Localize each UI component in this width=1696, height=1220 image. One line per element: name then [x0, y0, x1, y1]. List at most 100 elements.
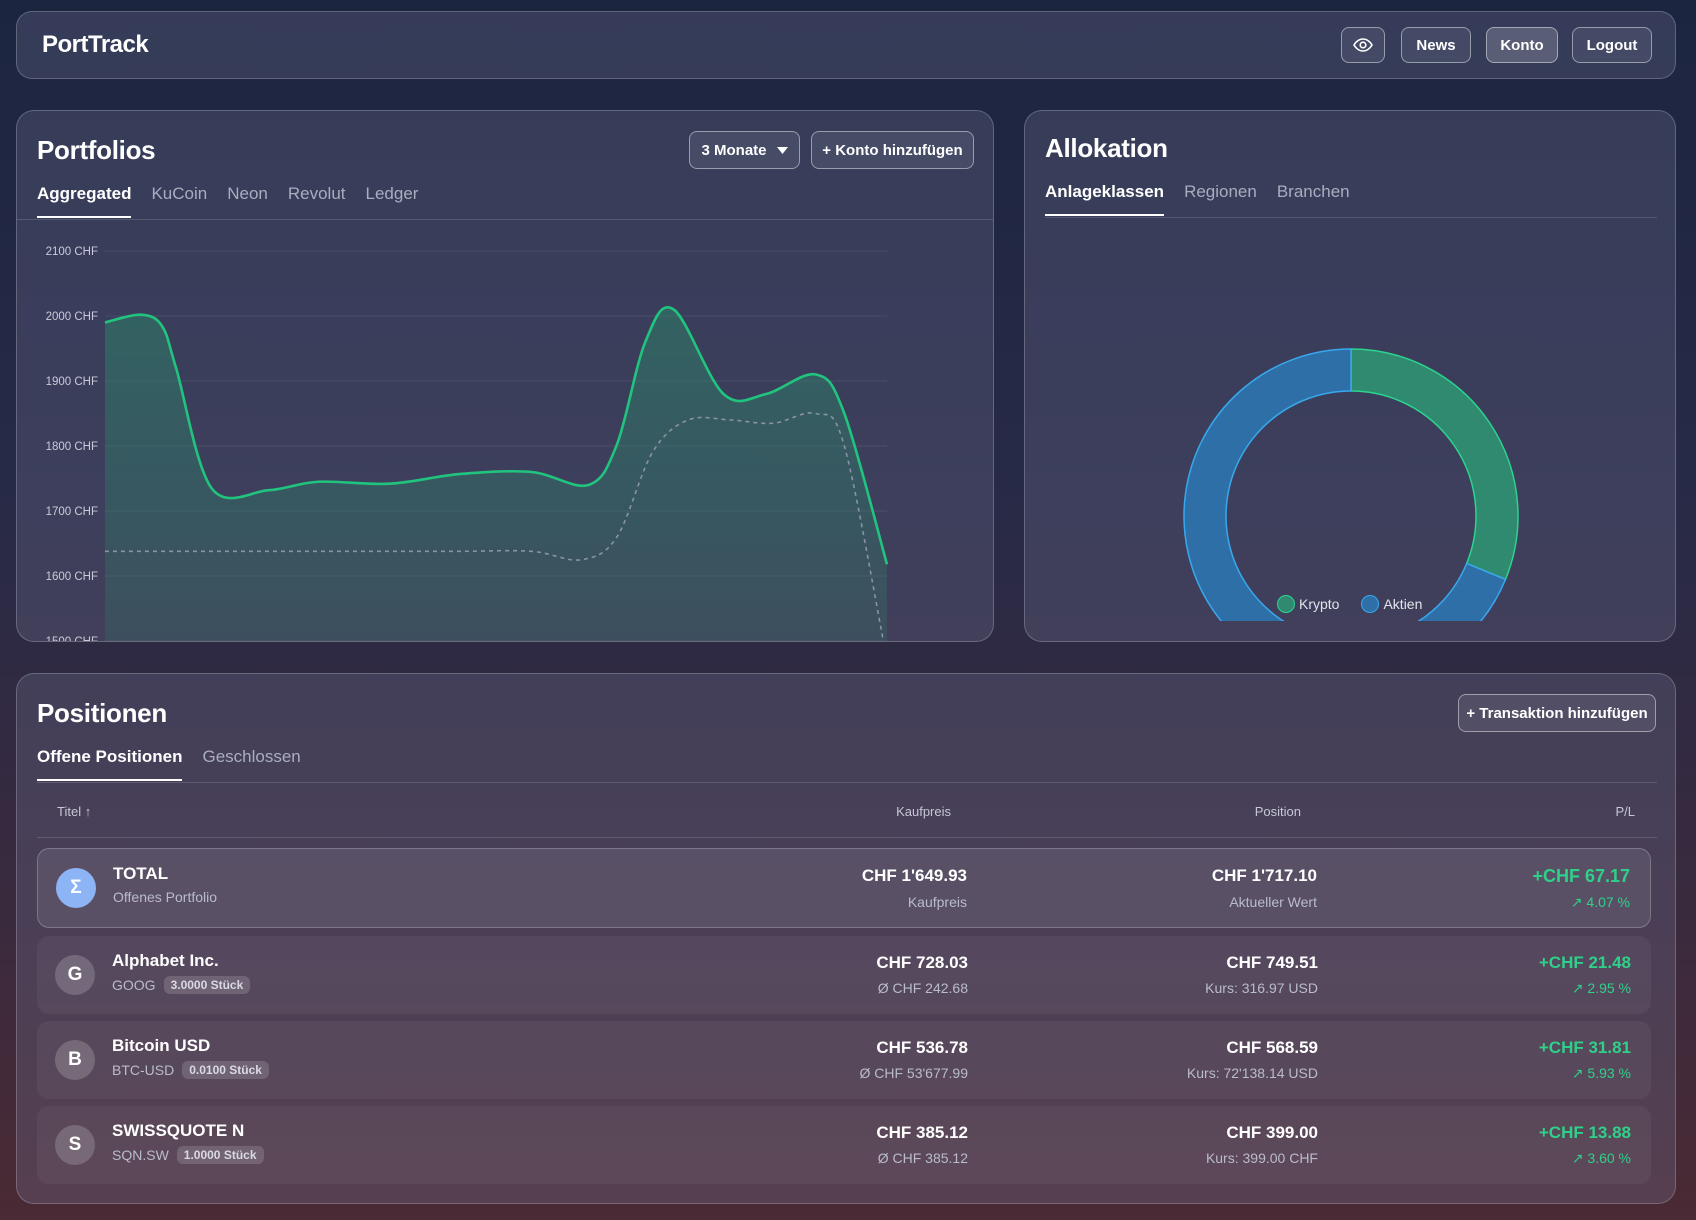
- tab-revolut[interactable]: Revolut: [287, 184, 346, 203]
- total-buy-sub: Kaufpreis: [907, 894, 967, 910]
- allocation-title: Allokation: [1045, 133, 1168, 163]
- position-pl-pct: ↗ 2.95 %: [1571, 980, 1631, 996]
- position-avatar: S: [55, 1125, 95, 1165]
- portfolio-tabs: Aggregated KuCoin Neon Revolut Ledger: [37, 184, 418, 218]
- legend-swatch-krypto: [1277, 595, 1295, 613]
- range-select-value: 3 Monate: [701, 141, 767, 159]
- position-value-sub: Kurs: 72'138.14 USD: [1186, 1065, 1318, 1081]
- column-header-position[interactable]: Position: [1254, 804, 1301, 819]
- positions-panel: Positionen + Transaktion hinzufügen Offe…: [16, 673, 1676, 1204]
- tab-aggregated[interactable]: Aggregated: [37, 184, 132, 218]
- y-tick-label: 1600 CHF: [46, 571, 98, 583]
- position-name: Alphabet Inc.: [112, 951, 219, 970]
- y-tick-label: 1500 CHF: [46, 636, 98, 641]
- total-pl: +CHF 67.17: [1532, 866, 1630, 886]
- table-header-divider: [37, 837, 1657, 838]
- quantity-badge: 3.0000 Stück: [163, 976, 251, 994]
- series-area-fill: [105, 307, 887, 641]
- legend-item-krypto[interactable]: Krypto: [1277, 595, 1339, 613]
- positions-tabs-divider: [37, 782, 1657, 783]
- position-value: CHF 568.59: [1226, 1038, 1318, 1057]
- position-ticker: BTC-USD: [112, 1062, 175, 1078]
- position-sub: SQN.SW 1.0000 Stück: [112, 1146, 264, 1164]
- position-sub: GOOG 3.0000 Stück: [112, 976, 251, 994]
- position-pl: +CHF 21.48: [1538, 953, 1631, 972]
- position-buy: CHF 728.03: [876, 953, 968, 972]
- position-name: SWISSQUOTE N: [112, 1121, 245, 1140]
- news-button[interactable]: News: [1401, 27, 1471, 63]
- position-buy: CHF 536.78: [876, 1038, 968, 1057]
- y-tick-label: 2000 CHF: [46, 311, 98, 323]
- position-buy: CHF 385.12: [876, 1123, 968, 1142]
- position-ticker: GOOG: [112, 977, 156, 993]
- konto-button[interactable]: Konto: [1486, 27, 1558, 63]
- sigma-icon: Σ: [56, 868, 96, 908]
- column-header-pl[interactable]: P/L: [1615, 804, 1635, 819]
- position-name: Bitcoin USD: [112, 1036, 211, 1055]
- tab-offene-positionen[interactable]: Offene Positionen: [37, 747, 183, 781]
- allocation-tabs: Anlageklassen Regionen Branchen: [1045, 182, 1350, 216]
- quantity-badge: 1.0000 Stück: [176, 1146, 264, 1164]
- invested-series-line: [105, 411, 885, 641]
- y-tick-label: 1800 CHF: [46, 441, 98, 453]
- top-bar: PortTrack News Konto Logout: [16, 11, 1676, 79]
- position-value: CHF 749.51: [1226, 953, 1318, 972]
- total-sub-label: Offenes Portfolio: [113, 889, 218, 905]
- position-avatar: B: [55, 1040, 95, 1080]
- positions-tabs: Offene Positionen Geschlossen: [37, 747, 301, 781]
- position-value: CHF 399.00: [1226, 1123, 1318, 1142]
- tab-neon[interactable]: Neon: [227, 184, 268, 203]
- total-name: TOTAL: [113, 864, 169, 883]
- logout-button[interactable]: Logout: [1572, 27, 1652, 63]
- total-row[interactable]: Σ TOTAL Offenes Portfolio CHF 1'649.93 K…: [37, 848, 1651, 928]
- allocation-panel: Allokation Anlageklassen Regionen Branch…: [1024, 110, 1676, 642]
- portfolio-value-chart: 2100 CHF 2000 CHF 1900 CHF 1800 CHF 1700 CHF…: [46, 246, 889, 641]
- donut-slice-krypto[interactable]: [1350, 348, 1519, 581]
- total-position-sub: Aktueller Wert: [1229, 894, 1317, 910]
- add-transaction-button[interactable]: + Transaktion hinzufügen: [1458, 694, 1656, 732]
- position-pl-pct: ↗ 5.93 %: [1571, 1065, 1631, 1081]
- tab-branchen[interactable]: Branchen: [1276, 182, 1350, 201]
- legend-item-aktien[interactable]: Aktien: [1361, 595, 1422, 613]
- quantity-badge: 0.0100 Stück: [182, 1061, 269, 1079]
- portfolios-title: Portfolios: [37, 135, 156, 165]
- donut-slice-aktien[interactable]: [1183, 348, 1507, 621]
- privacy-toggle-button[interactable]: [1341, 27, 1385, 63]
- add-account-button[interactable]: + Konto hinzufügen: [811, 131, 974, 169]
- table-row[interactable]: S SWISSQUOTE N SQN.SW 1.0000 Stück CHF 38…: [37, 1106, 1651, 1184]
- position-pl: +CHF 31.81: [1538, 1038, 1631, 1057]
- total-position: CHF 1'717.10: [1211, 866, 1317, 885]
- legend-label-krypto: Krypto: [1299, 596, 1340, 612]
- allocation-donut-chart: [1183, 348, 1519, 621]
- positions-title: Positionen: [37, 698, 167, 728]
- table-row[interactable]: G Alphabet Inc. GOOG 3.0000 Stück CHF 728…: [37, 936, 1651, 1014]
- tab-geschlossen[interactable]: Geschlossen: [202, 747, 301, 766]
- tab-anlageklassen[interactable]: Anlageklassen: [1045, 182, 1165, 216]
- column-header-kaufpreis[interactable]: Kaufpreis: [896, 804, 951, 819]
- table-row[interactable]: B Bitcoin USD BTC-USD 0.0100 Stück CHF 53…: [37, 1021, 1651, 1099]
- position-ticker: SQN.SW: [112, 1147, 169, 1163]
- eye-icon: [1353, 38, 1373, 52]
- position-buy-sub: Ø CHF 242.68: [877, 980, 968, 996]
- tab-ledger[interactable]: Ledger: [365, 184, 419, 203]
- allocation-legend: Krypto Aktien: [1277, 595, 1422, 613]
- total-sub: Offenes Portfolio: [113, 889, 217, 905]
- tab-regionen[interactable]: Regionen: [1184, 182, 1257, 201]
- caret-down-icon: [776, 146, 788, 154]
- position-buy-sub: Ø CHF 53'677.99: [859, 1065, 968, 1081]
- allocation-tabs-divider: [1045, 217, 1657, 218]
- legend-label-aktien: Aktien: [1383, 596, 1423, 612]
- tab-kucoin[interactable]: KuCoin: [151, 184, 208, 203]
- position-value-sub: Kurs: 316.97 USD: [1205, 980, 1318, 996]
- total-pl-pct: ↗ 4.07 %: [1570, 894, 1630, 910]
- range-select[interactable]: 3 Monate: [689, 131, 800, 169]
- value-series-line: [104, 306, 889, 565]
- y-tick-label: 2100 CHF: [46, 246, 98, 258]
- y-tick-label: 1900 CHF: [46, 376, 98, 388]
- position-pl: +CHF 13.88: [1538, 1123, 1631, 1142]
- column-header-title[interactable]: Titel ↑: [57, 804, 92, 819]
- app-title: PortTrack: [42, 31, 149, 58]
- portfolios-panel: Portfolios 3 Monate + Konto hinzufügen A…: [16, 110, 994, 642]
- position-buy-sub: Ø CHF 385.12: [877, 1150, 968, 1166]
- position-pl-pct: ↗ 3.60 %: [1571, 1150, 1631, 1166]
